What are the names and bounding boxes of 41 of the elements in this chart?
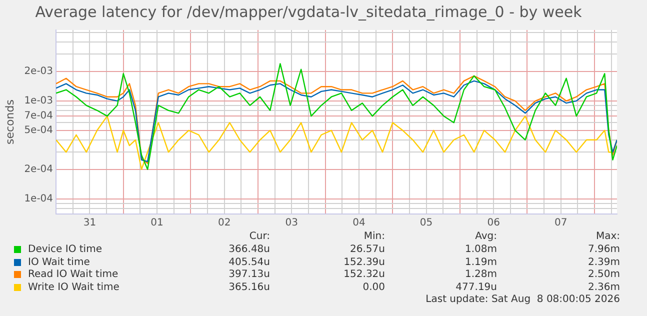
text: 2.50m bbox=[588, 269, 620, 281]
x-tick-label: 03 bbox=[285, 218, 298, 229]
x-tick-label: 04 bbox=[352, 218, 366, 229]
y-tick-label: 5e-04 bbox=[24, 124, 54, 136]
text: 397.13u bbox=[228, 269, 270, 281]
text: 1.28m bbox=[464, 269, 497, 281]
text: Max: bbox=[596, 231, 620, 243]
text: 26.57u bbox=[350, 244, 385, 256]
legend-label: Write IO Wait time bbox=[28, 282, 120, 294]
text: 477.19u bbox=[456, 282, 497, 294]
text: 7.96m bbox=[588, 244, 620, 256]
x-tick-label: 07 bbox=[554, 218, 568, 229]
text: Avg: bbox=[475, 231, 497, 243]
x-tick-label: 05 bbox=[420, 218, 433, 229]
legend-label: Read IO Wait time bbox=[28, 269, 118, 281]
x-tick-label: 01 bbox=[150, 218, 164, 229]
text: 152.32u bbox=[344, 269, 385, 281]
y-axis-title: seconds bbox=[3, 99, 16, 144]
legend-label: IO Wait time bbox=[28, 256, 90, 268]
text: 0.00 bbox=[362, 282, 385, 294]
text: 1.19m bbox=[464, 256, 497, 268]
text: Min: bbox=[364, 231, 385, 243]
text: 1.08m bbox=[464, 244, 497, 256]
y-tick-label: 7e-04 bbox=[24, 110, 54, 122]
text: 2.36m bbox=[588, 282, 620, 294]
legend-label: Device IO time bbox=[28, 244, 102, 256]
y-tick-label: 1e-03 bbox=[24, 96, 54, 107]
x-tick-label: 06 bbox=[487, 218, 500, 229]
y-tick-label: 2e-04 bbox=[24, 164, 54, 175]
x-tick-label: 02 bbox=[218, 218, 231, 229]
text: 366.48u bbox=[228, 244, 270, 256]
text: 405.54u bbox=[228, 256, 270, 268]
text: Cur: bbox=[249, 231, 270, 243]
text: Last update: Sat Aug 8 08:00:05 2026 bbox=[426, 294, 620, 306]
x-tick-label: 31 bbox=[83, 218, 96, 229]
y-tick-label: 1e-04 bbox=[24, 193, 54, 204]
y-tick-label: 2e-03 bbox=[24, 66, 54, 78]
chart-title: Average latency for /dev/mapper/vgdata-lv_sitedata_rimage_0 - by week bbox=[35, 2, 582, 21]
text: 152.39u bbox=[344, 256, 385, 268]
text: 2.39m bbox=[588, 256, 620, 268]
text: 365.16u bbox=[228, 282, 270, 294]
